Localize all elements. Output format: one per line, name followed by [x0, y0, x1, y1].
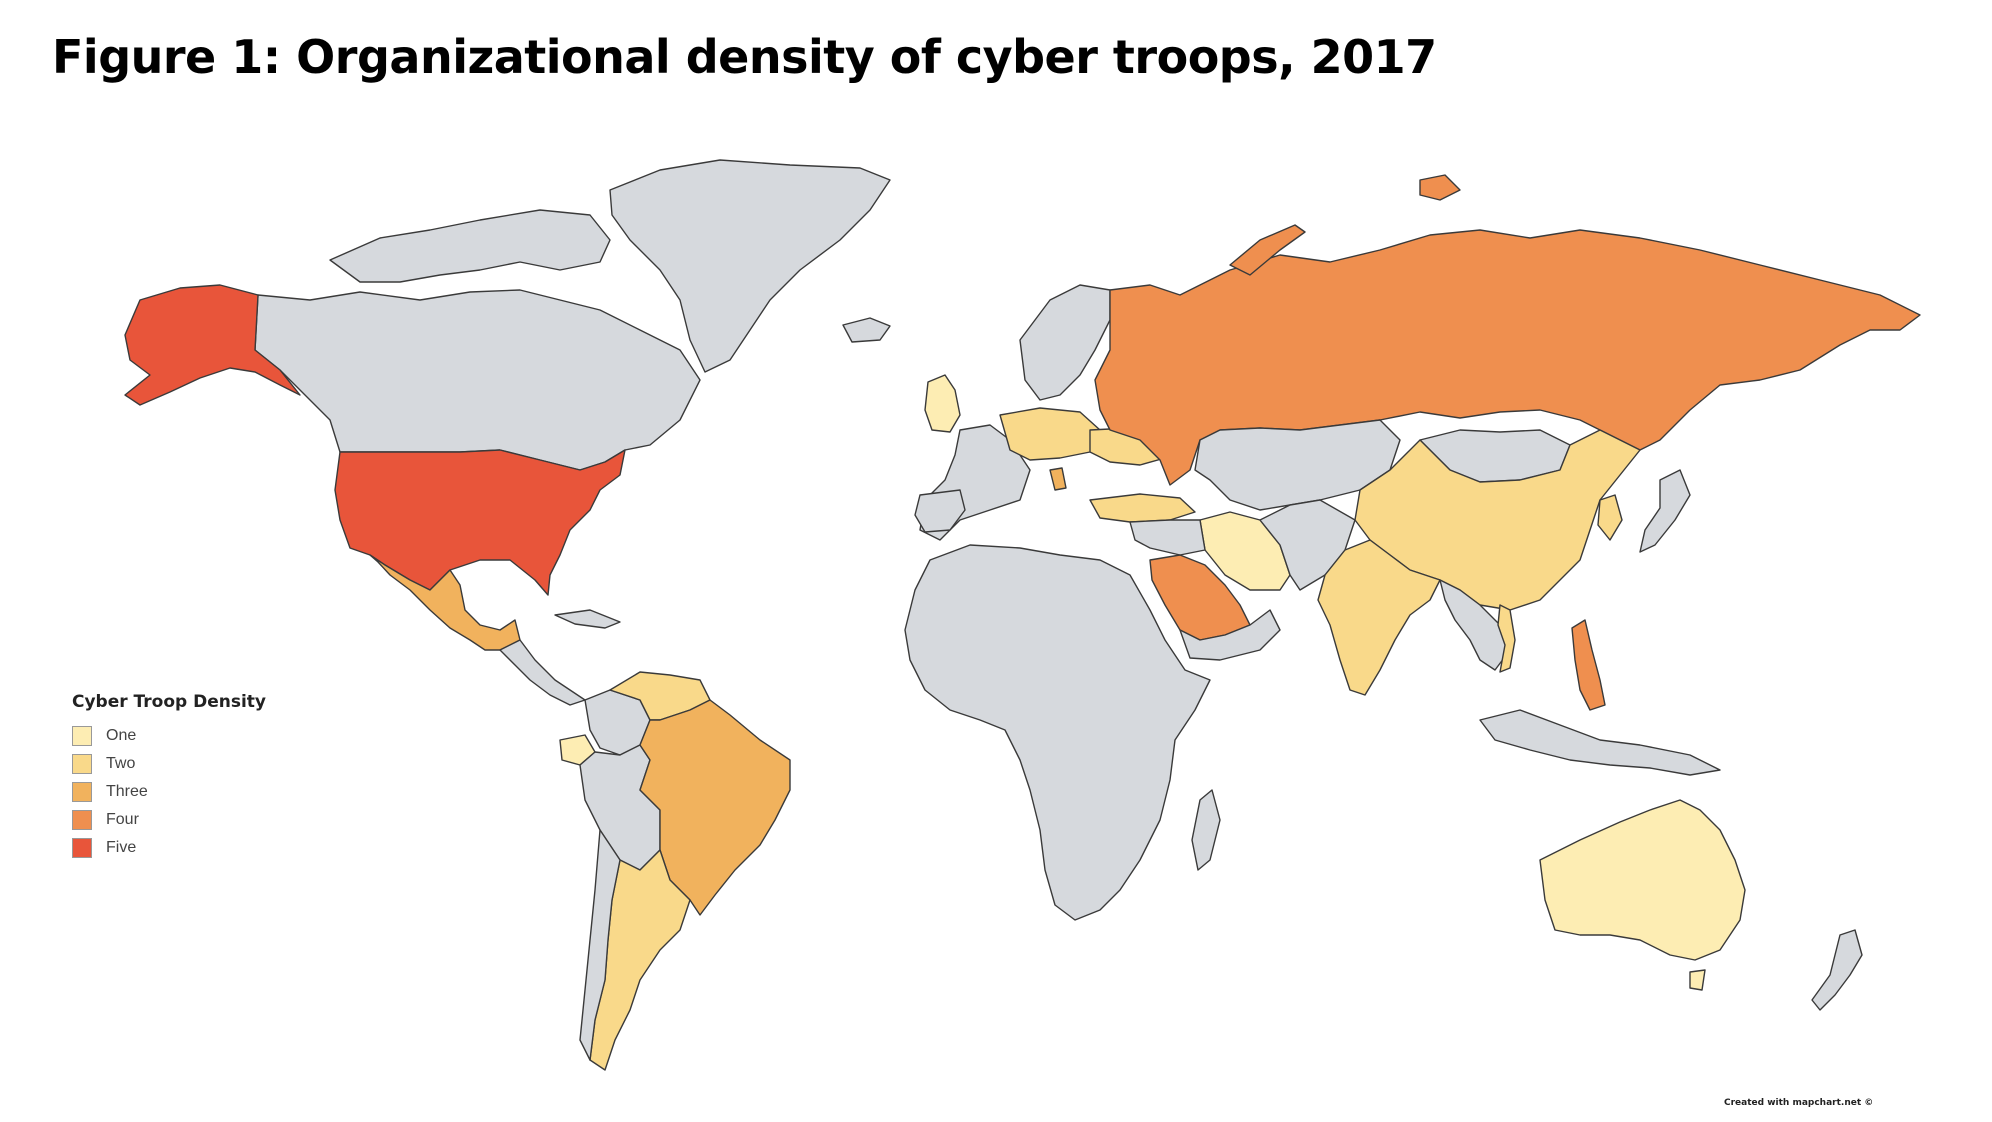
- region-iberia: [914, 489, 966, 533]
- region-alaska: [124, 284, 301, 406]
- region-scandinavia: [1019, 284, 1111, 401]
- legend-item-two: Two: [72, 750, 266, 778]
- legend-swatch-two: [72, 754, 92, 774]
- region-new-zealand: [1811, 929, 1863, 1011]
- region-mexico: [369, 554, 521, 651]
- region-iran: [1199, 511, 1291, 591]
- legend-label-five: Five: [106, 839, 137, 856]
- region-russia-islands: [1419, 174, 1461, 201]
- region-africa: [904, 544, 1211, 921]
- map-credit: Created with mapchart.net ©: [1724, 1098, 1874, 1108]
- region-canada-islands: [329, 209, 611, 283]
- region-serbia: [1049, 467, 1067, 491]
- region-arabia-south: [1179, 609, 1281, 661]
- region-usa: [334, 449, 626, 596]
- region-russia: [1094, 229, 1921, 486]
- region-vietnam: [1497, 604, 1516, 673]
- region-cuba: [554, 609, 621, 629]
- region-korea: [1597, 494, 1623, 541]
- legend-label-two: Two: [106, 755, 136, 772]
- legend: Cyber Troop Density One Two Three Four F…: [72, 692, 266, 862]
- legend-swatch-five: [72, 838, 92, 858]
- legend-label-four: Four: [106, 811, 139, 828]
- region-novaya-zemlya: [1229, 224, 1306, 276]
- legend-item-one: One: [72, 722, 266, 750]
- region-iceland: [842, 317, 891, 343]
- region-chile: [579, 829, 621, 1061]
- legend-label-one: One: [106, 727, 137, 744]
- region-canada: [254, 289, 701, 471]
- legend-item-five: Five: [72, 834, 266, 862]
- region-tasmania: [1689, 969, 1706, 991]
- region-peru-bolivia: [579, 744, 661, 871]
- legend-swatch-one: [72, 726, 92, 746]
- region-central-america: [499, 639, 586, 706]
- legend-swatch-three: [72, 782, 92, 802]
- region-turkey: [1089, 493, 1196, 523]
- region-japan: [1639, 469, 1691, 553]
- legend-item-four: Four: [72, 806, 266, 834]
- region-middle-east: [1129, 519, 1206, 556]
- legend-item-three: Three: [72, 778, 266, 806]
- region-greenland: [609, 159, 891, 373]
- legend-swatch-four: [72, 810, 92, 830]
- region-brazil: [639, 699, 791, 916]
- figure-title: Figure 1: Organizational density of cybe…: [52, 30, 1437, 84]
- region-central-europe: [999, 407, 1101, 461]
- region-uk: [924, 374, 961, 433]
- region-philippines: [1571, 619, 1606, 711]
- region-se-asia: [1439, 579, 1511, 671]
- region-australia: [1539, 799, 1746, 961]
- region-india: [1317, 539, 1441, 696]
- region-indonesia: [1479, 709, 1721, 776]
- legend-title: Cyber Troop Density: [72, 692, 267, 712]
- region-madagascar: [1191, 789, 1221, 871]
- legend-label-three: Three: [106, 783, 148, 800]
